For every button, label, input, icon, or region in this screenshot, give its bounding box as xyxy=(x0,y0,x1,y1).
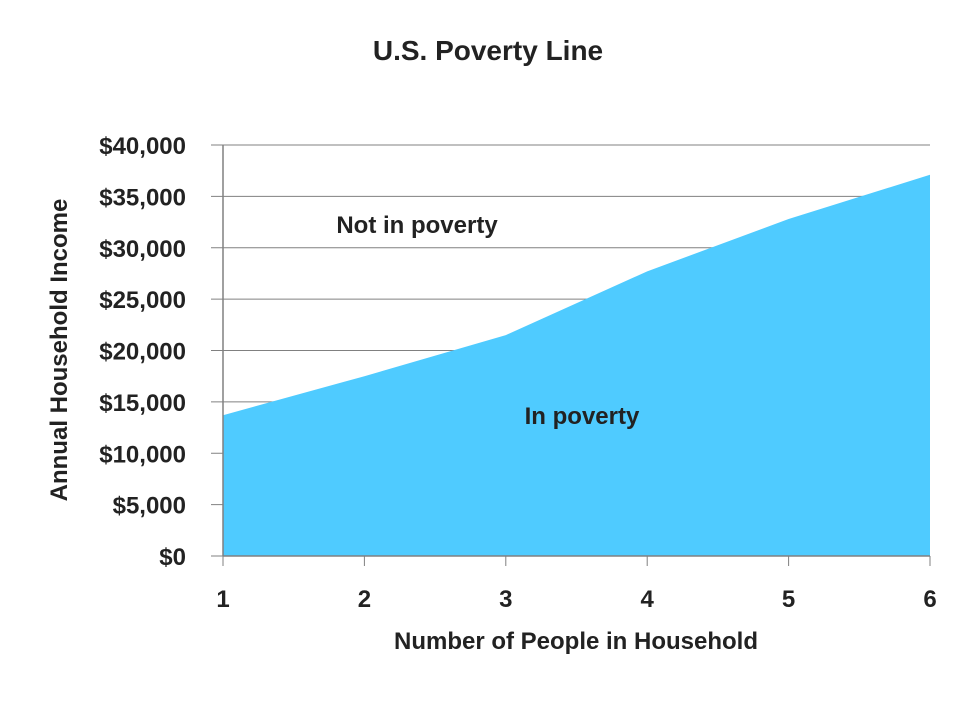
chart-title: U.S. Poverty Line xyxy=(373,35,603,66)
x-tick-label: 1 xyxy=(216,586,229,613)
y-tick-label: $25,000 xyxy=(99,287,186,314)
in-poverty-label: In poverty xyxy=(525,403,640,430)
x-tick-label: 4 xyxy=(641,586,655,613)
y-tick-label: $30,000 xyxy=(99,236,186,263)
y-tick-label: $0 xyxy=(159,544,186,571)
x-axis-label: Number of People in Household xyxy=(394,628,758,655)
x-tick-label: 6 xyxy=(923,586,936,613)
y-tick-label: $20,000 xyxy=(99,339,186,366)
y-tick-label: $15,000 xyxy=(99,390,186,417)
x-tick-labels: 1 2 3 4 5 6 xyxy=(216,586,936,613)
x-tick-label: 2 xyxy=(358,586,371,613)
not-in-poverty-label: Not in poverty xyxy=(336,212,498,239)
y-tick-label: $35,000 xyxy=(99,184,186,211)
y-tick-labels: $0 $5,000 $10,000 $15,000 $20,000 $25,000 $30,… xyxy=(99,133,186,571)
y-tick-label: $40,000 xyxy=(99,133,186,160)
x-tick-label: 5 xyxy=(782,586,795,613)
x-tick-label: 3 xyxy=(499,586,512,613)
y-tick-label: $10,000 xyxy=(99,441,186,468)
poverty-area xyxy=(223,174,930,557)
y-axis-label: Annual Household Income xyxy=(46,199,73,502)
y-tick-label: $5,000 xyxy=(113,493,186,520)
axes xyxy=(222,145,931,566)
